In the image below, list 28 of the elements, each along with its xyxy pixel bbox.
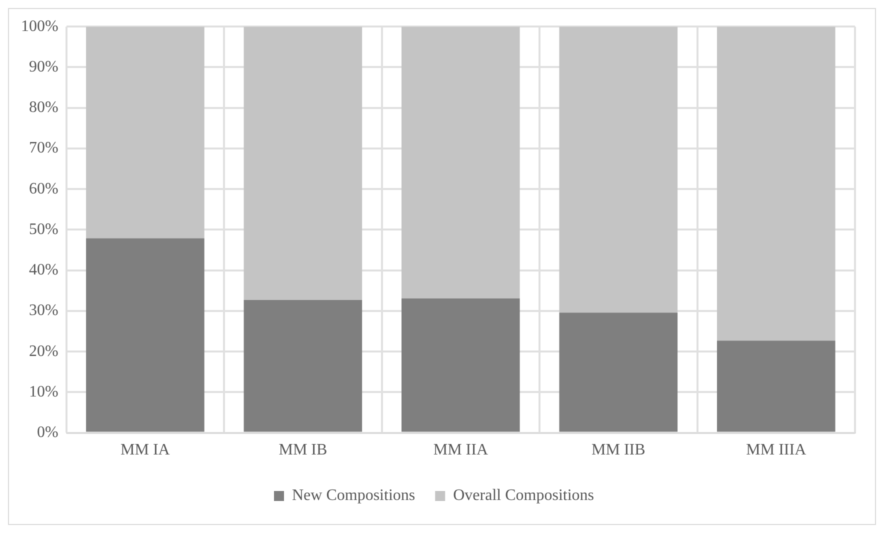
y-tick-label: 30%	[29, 302, 58, 320]
y-tick-label: 40%	[29, 262, 58, 279]
y-tick-label: 50%	[29, 220, 58, 238]
bar	[559, 26, 678, 313]
legend-label: New Compositions	[292, 487, 416, 504]
y-tick-label: 10%	[29, 383, 58, 400]
bar	[86, 26, 204, 238]
bar	[402, 26, 520, 298]
bar	[559, 312, 678, 432]
y-tick-label: 20%	[29, 342, 58, 360]
bar	[244, 300, 362, 432]
bar	[402, 298, 520, 432]
x-tick-label: MM IIIA	[746, 442, 807, 459]
x-tick-label: MM IA	[120, 442, 170, 459]
y-tick-label: 80%	[29, 99, 58, 116]
x-tick-label: MM IB	[278, 442, 328, 459]
y-tick-label: 90%	[29, 58, 58, 76]
y-tick-label: 100%	[21, 18, 58, 35]
bar	[86, 238, 204, 432]
y-tick-label: 60%	[29, 180, 58, 198]
x-tick-label: MM IIB	[592, 442, 646, 459]
x-tick-label: MM IIA	[433, 442, 488, 459]
legend-label: Overall Compositions	[453, 487, 594, 504]
bar	[716, 26, 836, 341]
y-tick-label: 0%	[37, 424, 58, 442]
y-tick-label: 70%	[29, 140, 58, 157]
bar	[244, 26, 362, 300]
bar	[716, 340, 836, 432]
